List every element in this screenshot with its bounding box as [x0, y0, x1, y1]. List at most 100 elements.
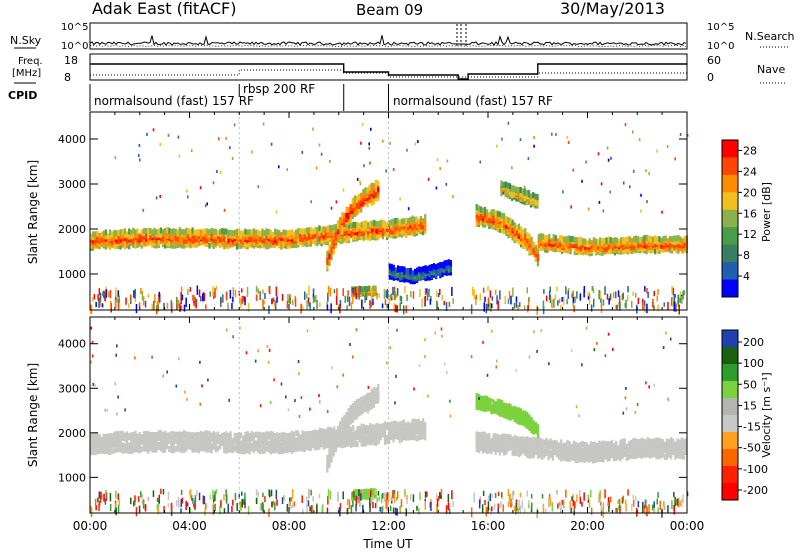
- velocity-cell: [209, 494, 211, 500]
- velocity-cell: [159, 433, 162, 440]
- power-cell: [441, 261, 444, 268]
- power-cell: [339, 304, 341, 314]
- velocity-cell: [496, 437, 499, 444]
- power-cell: [267, 232, 270, 239]
- power-cell: [436, 300, 438, 310]
- power-cell: [430, 264, 433, 270]
- power-cell: [405, 217, 408, 224]
- velocity-cell: [396, 491, 399, 499]
- velocity-cell: [281, 497, 284, 504]
- power-cell: [413, 216, 416, 223]
- power-cell: [486, 209, 489, 216]
- power-cell: [351, 207, 354, 214]
- velocity-cell: [589, 441, 592, 448]
- power-cell: [136, 242, 139, 248]
- power-cell: [488, 221, 491, 228]
- velocity-cell: [362, 396, 365, 402]
- power-cell: [364, 199, 367, 206]
- power-cell: [278, 240, 281, 247]
- power-colorbar-swatch: [722, 157, 738, 176]
- velocity-cell: [515, 417, 518, 424]
- velocity-cell: [113, 438, 116, 445]
- velocity-cell: [259, 435, 262, 442]
- velocity-cell: [233, 439, 236, 445]
- velocity-cell: [180, 489, 183, 495]
- velocity-cell: [345, 440, 348, 447]
- power-cell: [594, 238, 597, 245]
- velocity-cell: [558, 501, 561, 507]
- velocity-cell: [358, 433, 361, 440]
- power-cell: [374, 195, 378, 202]
- velocity-cell: [532, 440, 535, 446]
- nave-label: Nave: [757, 63, 785, 76]
- velocity-cell: [494, 433, 497, 439]
- velocity-cell: [372, 386, 375, 393]
- velocity-cell: [178, 443, 181, 450]
- power-cell: [197, 229, 200, 236]
- power-cell: [353, 211, 356, 217]
- velocity-cell: [176, 445, 179, 452]
- power-cell: [395, 293, 398, 298]
- power-cell: [151, 303, 153, 311]
- velocity-cell: [366, 397, 369, 404]
- velocity-cell: [670, 451, 673, 458]
- velocity-cell: [411, 427, 414, 433]
- power-cell: [331, 225, 334, 232]
- power-cell: [363, 286, 367, 292]
- power-cell: [436, 158, 439, 162]
- velocity-cell: [494, 404, 497, 411]
- velocity-cell: [105, 490, 107, 495]
- velocity-cell: [343, 441, 346, 448]
- power-cell: [180, 286, 183, 292]
- velocity-cell: [632, 438, 635, 445]
- velocity-cell: [149, 432, 152, 438]
- velocity-cell: [193, 432, 196, 439]
- velocity-cell: [362, 400, 365, 407]
- velocity-cell: [240, 448, 243, 454]
- velocity-cell: [396, 434, 399, 441]
- velocity-cell: [528, 423, 531, 430]
- velocity-cell: [238, 494, 240, 499]
- velocity-cell: [339, 427, 342, 434]
- power-cell: [498, 226, 501, 233]
- power-cell: [484, 212, 487, 219]
- velocity-cell: [424, 491, 427, 499]
- power-cell: [339, 226, 342, 233]
- velocity-cell: [90, 433, 93, 440]
- power-cell: [103, 290, 105, 299]
- velocity-cell: [680, 437, 683, 444]
- velocity-cell: [390, 496, 393, 502]
- velocity-cell: [659, 448, 662, 455]
- power-cell: [435, 264, 438, 271]
- velocity-cell: [197, 442, 200, 449]
- power-cell: [234, 289, 237, 298]
- power-cell: [539, 242, 543, 249]
- velocity-cell: [515, 450, 518, 457]
- power-cell: [579, 293, 582, 301]
- power-cell: [412, 291, 415, 299]
- velocity-cell: [130, 448, 133, 454]
- power-cell: [565, 244, 568, 251]
- velocity-cell: [339, 503, 342, 511]
- power-cell: [572, 168, 575, 172]
- velocity-cell: [280, 448, 283, 454]
- power-cell: [233, 229, 236, 236]
- velocity-cell: [354, 441, 357, 448]
- nave-trace: [90, 69, 687, 78]
- velocity-cell: [197, 434, 200, 441]
- power-cell: [212, 228, 215, 235]
- velocity-cell: [320, 434, 323, 440]
- power-cell: [219, 170, 222, 174]
- power-cell: [109, 289, 112, 299]
- velocity-cell: [272, 500, 275, 506]
- power-cell: [366, 187, 369, 194]
- power-cell: [542, 242, 545, 249]
- velocity-cell: [189, 443, 192, 450]
- velocity-cell: [301, 434, 304, 441]
- velocity-cell: [316, 444, 319, 451]
- velocity-cell: [373, 424, 376, 431]
- velocity-cell: [243, 499, 245, 505]
- power-cell: [134, 242, 137, 249]
- power-cell: [558, 240, 562, 247]
- velocity-cell: [676, 438, 679, 445]
